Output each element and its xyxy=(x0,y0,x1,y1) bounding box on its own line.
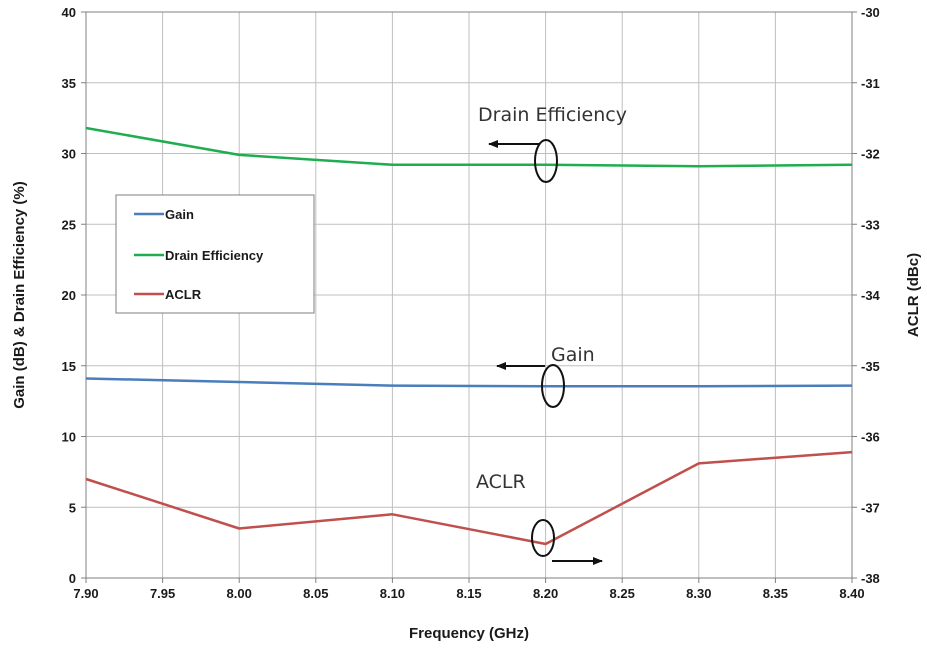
plot-area-border xyxy=(85,11,853,579)
tick-labels: 7.90 7.95 8.00 8.05 8.10 8.15 8.20 8.25 8.30 8.35… xyxy=(62,5,881,601)
x-tick-label: 8.35 xyxy=(763,586,788,601)
x-axis-title: Frequency (GHz) xyxy=(409,625,529,642)
y-left-tick-label: 35 xyxy=(62,76,76,91)
x-tick-label: 8.30 xyxy=(686,586,711,601)
series-layer xyxy=(85,126,853,546)
x-tick-label: 8.20 xyxy=(533,586,558,601)
annotation-oval-0 xyxy=(534,139,558,183)
y-right-tick-label: -30 xyxy=(861,5,880,20)
y-right-tick-label: -32 xyxy=(861,147,880,162)
y-right-tick-label: -35 xyxy=(861,359,880,374)
annotation-oval-2 xyxy=(531,519,555,557)
y-right-tick-label: -34 xyxy=(861,288,881,303)
annotation-aclr: ACLR xyxy=(476,471,526,493)
series-line-drain-efficiency xyxy=(85,126,853,168)
annotation-drain-efficiency: Drain Efficiency xyxy=(478,104,627,126)
y-right-tick-label: -37 xyxy=(861,500,880,515)
series-line-gain xyxy=(85,377,853,388)
x-tick-label: 8.05 xyxy=(303,586,328,601)
series-line-aclr xyxy=(85,450,853,546)
y-right-tick-label: -33 xyxy=(861,217,880,232)
y-left-tick-label: 30 xyxy=(62,147,76,162)
legend-label-gain: Gain xyxy=(165,207,194,222)
legend-label-drain-efficiency: Drain Efficiency xyxy=(165,248,264,263)
x-tick-label: 8.15 xyxy=(456,586,481,601)
legend: Gain Drain Efficiency ACLR xyxy=(115,194,315,314)
x-tick-label: 7.90 xyxy=(73,586,98,601)
annotations: Drain Efficiency Gain ACLR xyxy=(476,104,627,565)
y-left-tick-label: 15 xyxy=(62,359,76,374)
annotation-gain: Gain xyxy=(551,344,595,366)
y-right-tick-label: -31 xyxy=(861,76,880,91)
y-right-tick-label: -38 xyxy=(861,571,880,586)
y-axis-left-title: Gain (dB) & Drain Efficiency (%) xyxy=(11,181,28,409)
annotation-oval-1 xyxy=(541,364,565,408)
y-left-tick-label: 20 xyxy=(62,288,76,303)
x-tick-label: 8.00 xyxy=(227,586,252,601)
y-axis-right-title: ACLR (dBc) xyxy=(905,253,922,337)
x-tick-label: 7.95 xyxy=(150,586,175,601)
y-left-tick-label: 5 xyxy=(69,500,76,515)
y-right-tick-label: -36 xyxy=(861,430,880,445)
y-left-tick-label: 10 xyxy=(62,430,76,445)
y-left-tick-label: 0 xyxy=(69,571,76,586)
y-left-tick-label: 40 xyxy=(62,5,76,20)
legend-label-aclr: ACLR xyxy=(165,287,202,302)
x-tick-label: 8.10 xyxy=(380,586,405,601)
y-left-tick-label: 25 xyxy=(62,217,76,232)
x-tick-label: 8.25 xyxy=(610,586,635,601)
x-tick-label: 8.40 xyxy=(839,586,864,601)
